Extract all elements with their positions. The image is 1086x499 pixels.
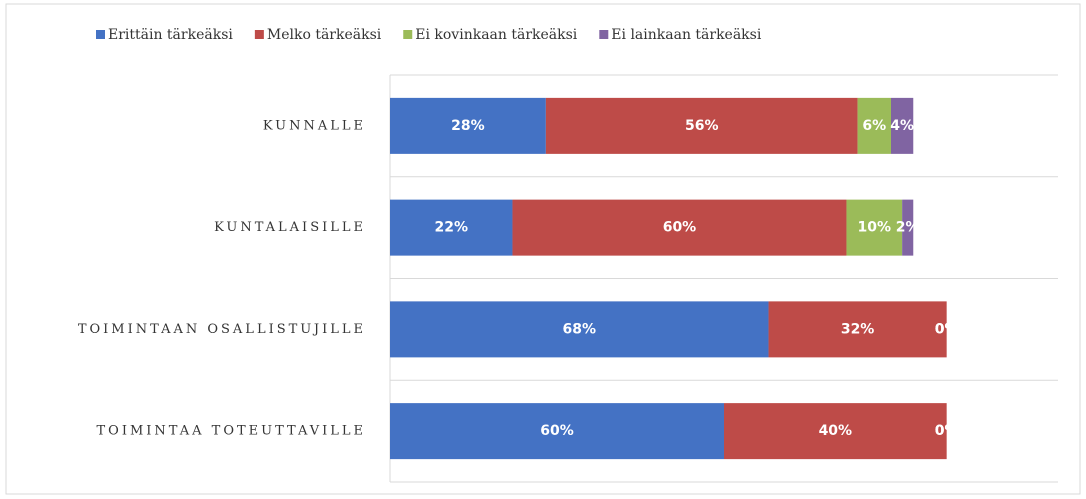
bar-segment xyxy=(390,301,769,358)
data-label: 4% xyxy=(890,118,914,134)
data-label: 28% xyxy=(451,118,485,134)
y-tick-label: KUNNALLE xyxy=(263,118,366,133)
legend-swatch xyxy=(254,30,264,39)
data-label: 68% xyxy=(563,321,597,337)
y-tick-label: TOIMINTAA TOTEUTTAVILLE xyxy=(97,424,367,439)
y-tick-label: TOIMINTAAN OSALLISTUJILLE xyxy=(78,322,366,337)
bar-segment xyxy=(724,403,947,460)
bar-segment xyxy=(768,301,947,358)
bar-segment xyxy=(857,97,891,154)
bar-segment xyxy=(390,97,546,154)
bar-segment xyxy=(390,403,724,460)
data-label: 32% xyxy=(841,321,875,337)
bar-segment xyxy=(390,199,513,256)
bar-segment xyxy=(891,97,914,154)
bar-segment xyxy=(512,199,847,256)
legend-swatch xyxy=(599,30,609,39)
data-label: 56% xyxy=(685,118,719,134)
bar-segment xyxy=(902,199,914,256)
legend-label: Melko tärkeäksi xyxy=(267,27,382,43)
legend-label: Erittäin tärkeäksi xyxy=(108,27,233,43)
data-label: 0% xyxy=(935,423,959,439)
legend-swatch xyxy=(96,30,105,39)
data-label: 10% xyxy=(858,220,892,236)
data-label: 0% xyxy=(935,423,959,439)
data-label: 0% xyxy=(935,321,959,337)
data-label: 22% xyxy=(434,220,468,236)
legend-label: Ei lainkaan tärkeäksi xyxy=(611,27,762,43)
data-label: 6% xyxy=(862,118,886,134)
data-label: 0% xyxy=(935,321,959,337)
data-label: 40% xyxy=(819,423,853,439)
bar-segment xyxy=(545,97,858,154)
chart-frame xyxy=(5,3,1081,495)
legend-label: Ei kovinkaan tärkeäksi xyxy=(415,27,578,43)
bar-segment xyxy=(846,199,903,256)
data-label: 2% xyxy=(896,220,920,236)
data-label: 60% xyxy=(663,220,697,236)
data-label: 60% xyxy=(540,423,574,439)
legend-swatch xyxy=(403,30,413,39)
y-tick-label: KUNTALAISILLE xyxy=(214,220,366,235)
